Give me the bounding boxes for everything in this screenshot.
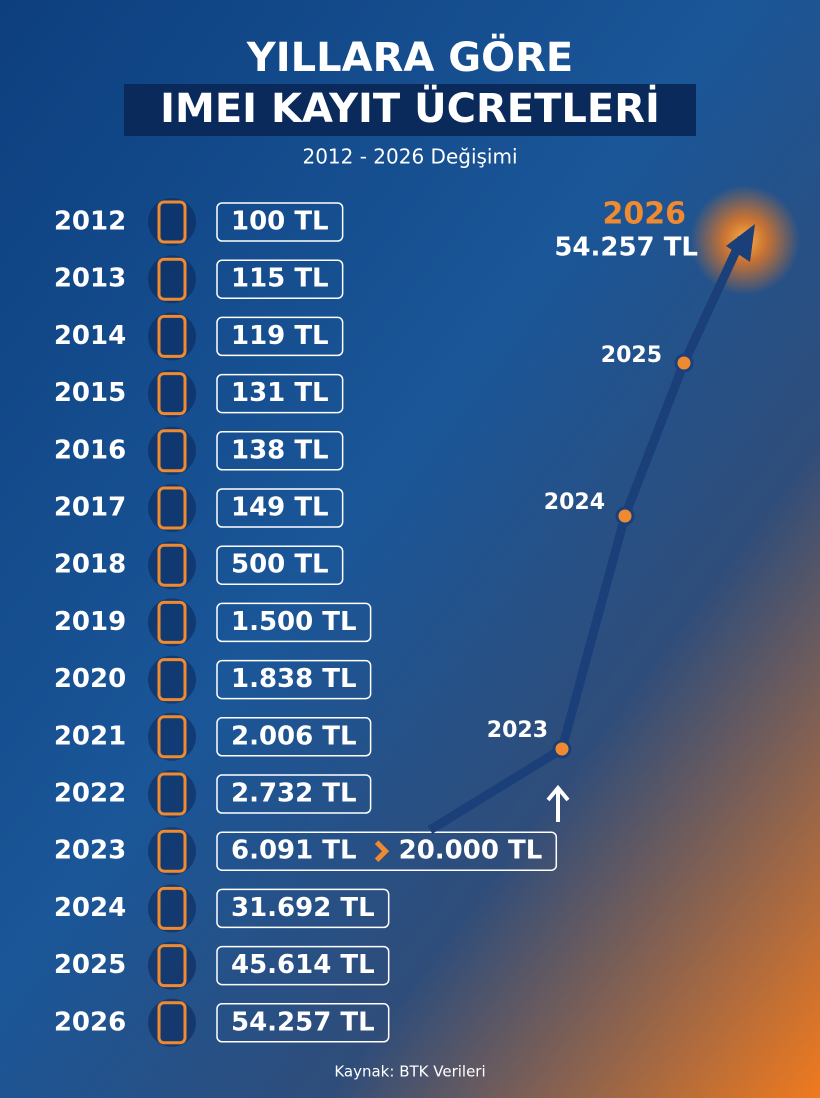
phone-icon: [157, 314, 187, 358]
new-fee: 20.000 TL: [399, 836, 543, 866]
fee: 115 TL: [231, 264, 329, 294]
trend-label: 2024: [544, 490, 605, 515]
year: 2020: [54, 664, 126, 694]
phone-icon: [157, 715, 187, 759]
fee-box: [216, 888, 390, 929]
fee-box: [216, 831, 558, 871]
phone-bg: [148, 484, 196, 532]
phone-bg: [148, 198, 196, 246]
trend-label: 2023: [487, 718, 548, 743]
fee-box: [216, 373, 344, 414]
year: 2021: [54, 721, 126, 751]
phone-icon: [157, 486, 187, 530]
phone-bg: [148, 770, 196, 818]
chevron: [374, 840, 390, 862]
fee: 2.006 TL: [231, 721, 357, 751]
fee-box: [216, 717, 372, 757]
arrow-head: [726, 224, 755, 262]
phone-bg: [148, 541, 196, 590]
trend: 2023 2024 2025 2026 54.257 TL: [427, 185, 800, 834]
fee-box: [216, 431, 344, 471]
year: 2023: [54, 836, 126, 866]
fee: 500 TL: [231, 550, 329, 580]
year: 2012: [54, 207, 126, 237]
title: YILLARA GÖRE: [246, 33, 573, 81]
phone-icon: [157, 886, 187, 930]
phone-bg: [148, 312, 196, 361]
phone-icon: [157, 658, 187, 702]
fee: 1.838 TL: [231, 664, 357, 694]
phone-bg: [148, 884, 196, 933]
trend-point: [552, 739, 572, 759]
fee: 131 TL: [231, 378, 329, 408]
fee-box: [216, 659, 372, 700]
phone-bg: [148, 655, 196, 704]
year: 2016: [54, 435, 126, 465]
fee-box: [216, 945, 390, 986]
highlight-year: 2026: [603, 197, 687, 232]
phone-icon: [157, 1001, 187, 1045]
title: IMEI KAYIT ÜCRETLERİ: [160, 84, 660, 132]
year: 2022: [54, 779, 126, 809]
fee-box: [216, 1003, 390, 1043]
year: 2018: [54, 550, 126, 580]
year: 2013: [54, 264, 126, 294]
subtitle: 2012 - 2026 Değişimi: [302, 145, 517, 169]
phone-icon: [157, 829, 187, 873]
year: 2015: [54, 378, 126, 408]
year: 2024: [54, 893, 126, 923]
fee-box: [216, 774, 372, 814]
phone-bg: [148, 369, 196, 418]
fee-box: [216, 259, 344, 299]
fee-table: 2012 100 TL 2013 115 TL 2014 119 TL 2015 131 TL…: [54, 198, 558, 1047]
fee: 31.692 TL: [231, 893, 375, 923]
phone-icon: [157, 257, 187, 301]
fee: 6.091 TL: [231, 836, 357, 866]
phone-icon: [157, 429, 187, 473]
phone-icon: [157, 372, 187, 416]
fee: 2.732 TL: [231, 779, 357, 809]
phone-bg: [148, 712, 196, 761]
trend-point: [615, 506, 635, 526]
year: 2014: [54, 321, 126, 351]
phone-bg: [148, 941, 196, 990]
year: 2026: [54, 1007, 126, 1037]
fee: 1.500 TL: [231, 607, 357, 637]
fee: 119 TL: [231, 321, 329, 351]
phone-icon: [157, 944, 187, 988]
phone-bg: [148, 255, 196, 304]
highlight-fee: 54.257 TL: [554, 233, 698, 263]
phone-bg: [148, 426, 196, 475]
fee: 149 TL: [231, 493, 329, 523]
up-arrow: [546, 784, 570, 822]
fee: 54.257 TL: [231, 1007, 375, 1037]
fee: 138 TL: [231, 435, 329, 465]
fee-box: [216, 545, 344, 585]
phone-icon: [157, 600, 187, 644]
trend-point: [674, 353, 694, 373]
phone-bg: [148, 827, 196, 876]
phone-bg: [148, 998, 196, 1047]
phone-icon: [157, 200, 187, 244]
fee: 45.614 TL: [231, 950, 375, 980]
year: 2017: [54, 493, 126, 523]
year: 2019: [54, 607, 126, 637]
fee-box: [216, 316, 344, 357]
fee-box: [216, 488, 344, 528]
fee: 100 TL: [231, 207, 329, 237]
fee-box: [216, 202, 344, 242]
phone-icon: [157, 772, 187, 816]
fee-box: [216, 602, 372, 643]
title-band: [124, 84, 696, 136]
trend-label: 2025: [601, 343, 662, 368]
year: 2025: [54, 950, 126, 980]
phone-bg: [148, 598, 196, 647]
phone-icon: [157, 543, 187, 587]
source: Kaynak: BTK Verileri: [334, 1063, 485, 1081]
